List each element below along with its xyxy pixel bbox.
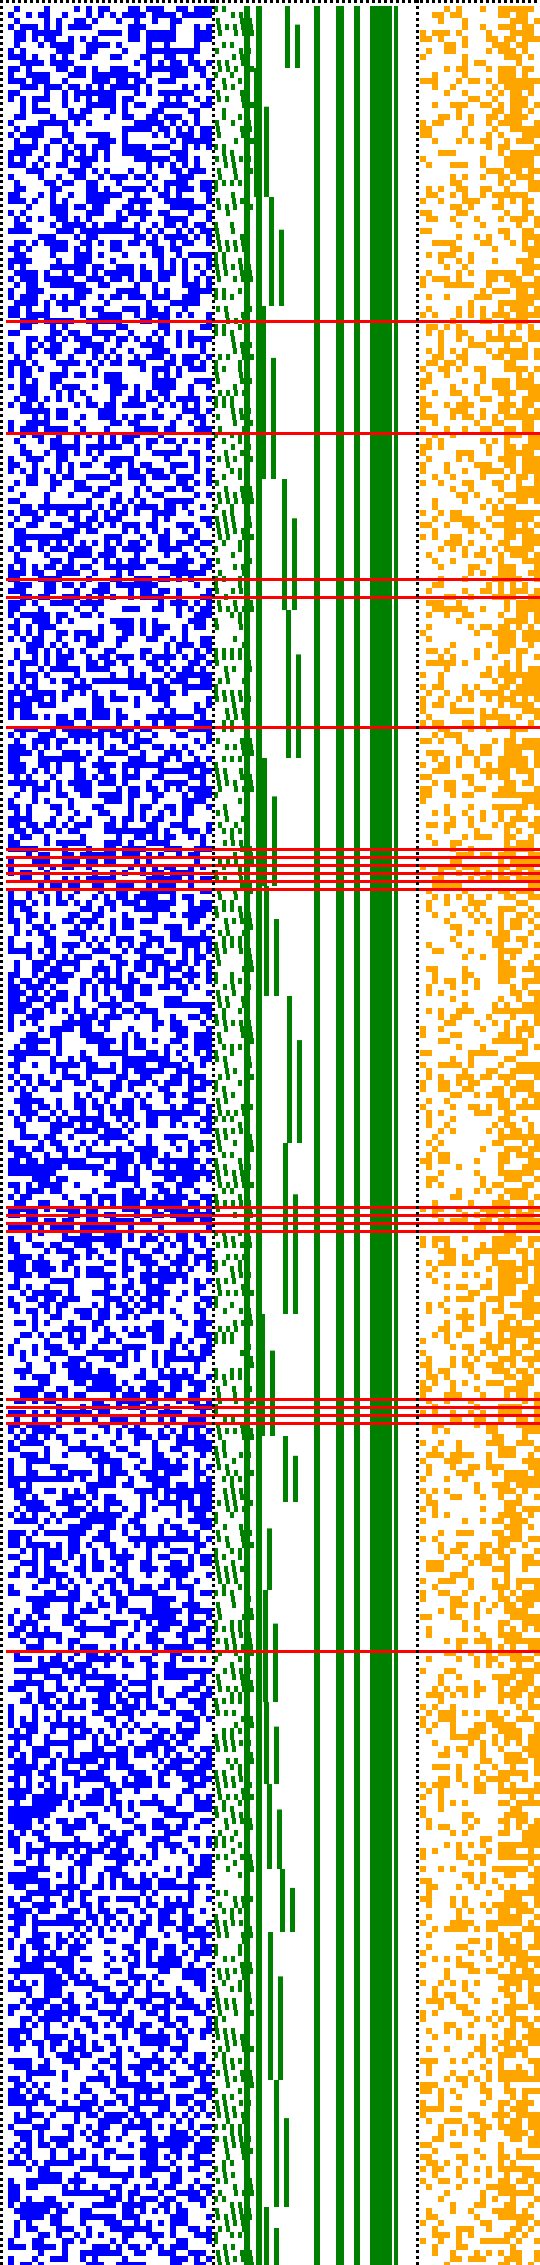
orange-grid-panel [420,6,540,2265]
red-marker-line [6,1214,540,1217]
red-marker-line [6,320,540,323]
red-marker-line [6,1414,540,1417]
red-marker-line [6,872,540,875]
red-marker-line [6,880,540,883]
red-marker-line [6,432,540,435]
red-marker-line [6,848,540,851]
red-marker-line [6,596,540,599]
green-bar [336,6,344,2265]
red-marker-line [6,1206,540,1209]
red-marker-line [6,888,540,891]
blue-grid-panel [8,6,212,2265]
red-marker-line [6,1422,540,1425]
red-marker-line [6,726,540,729]
red-marker-line [6,1406,540,1409]
green-bar [244,6,250,2265]
green-bar [256,6,262,2265]
red-marker-line [6,1222,540,1225]
red-marker-line [6,1650,540,1653]
green-bar [354,6,360,2265]
green-bar [370,6,392,2265]
red-marker-lines [6,320,540,1653]
red-marker-line [6,864,540,867]
red-marker-line [6,1398,540,1401]
red-marker-line [6,1230,540,1233]
red-marker-line [6,856,540,859]
green-staircase-panel [214,6,398,2265]
green-bar [314,6,320,2265]
green-bar [394,6,398,2265]
red-marker-line [6,578,540,581]
